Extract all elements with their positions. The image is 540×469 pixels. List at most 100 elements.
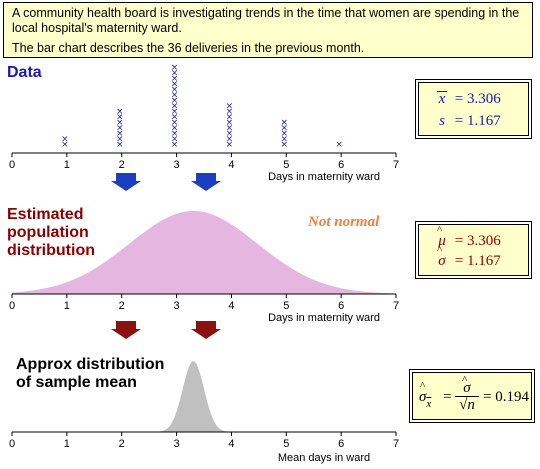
data-point-mark: × <box>281 124 289 134</box>
xbar-row: x = 3.306 <box>433 91 501 108</box>
data-point-mark: × <box>116 135 124 145</box>
se-denominator: √n <box>459 397 475 413</box>
data-point-mark: × <box>61 135 69 145</box>
population-estimates-box: ^ μ = 3.306 ^ σ = 1.167 <box>415 221 532 279</box>
mean-axis-tick-label: 2 <box>119 438 125 450</box>
data-point-mark: × <box>281 118 289 128</box>
se-value: = 0.194 <box>483 389 529 405</box>
data-point-mark: × <box>171 118 179 128</box>
sigma-hat-symbol: ^ σ <box>437 244 446 269</box>
data-point-mark: × <box>226 118 234 128</box>
data-axis-tick-label: 6 <box>338 159 344 171</box>
population-title-line-3: distribution <box>7 242 95 259</box>
data-point-mark: × <box>226 124 234 134</box>
data-axis: 0 1 2 3 4 5 6 7 <box>9 152 399 171</box>
population-axis-tick-label: 7 <box>393 300 399 312</box>
population-axis-tick-label: 2 <box>119 300 125 312</box>
mean-title-line-1: Approx distribution <box>16 356 165 373</box>
s-symbol: s <box>439 113 445 129</box>
data-point-mark: × <box>171 107 179 117</box>
population-axis-tick-label: 4 <box>228 300 234 312</box>
mu-hat-value: = 3.306 <box>454 233 501 249</box>
data-point-mark: × <box>226 129 234 139</box>
data-point-mark: × <box>281 140 289 150</box>
data-point-mark: × <box>171 102 179 112</box>
se-lhs: ^ σx <box>419 380 432 410</box>
blue-arrows <box>111 173 221 191</box>
down-arrow-icon <box>191 321 221 339</box>
se-subscript: x <box>426 398 432 410</box>
population-curve <box>12 211 396 294</box>
population-title-line-1: Estimated <box>7 206 84 223</box>
mean-axis-tick-label: 6 <box>338 438 344 450</box>
data-point-mark: × <box>171 135 179 145</box>
population-axis-tick-label: 1 <box>64 300 70 312</box>
population-title-line-2: population <box>7 224 89 241</box>
data-point-mark: × <box>171 96 179 106</box>
data-axis-tick-label: 7 <box>393 159 399 171</box>
s-value: = 1.167 <box>454 113 501 129</box>
data-point-mark: × <box>171 63 179 73</box>
data-point-mark: × <box>281 129 289 139</box>
s-row: s = 1.167 <box>433 113 501 130</box>
data-axis-tick-label: 1 <box>64 159 70 171</box>
data-point-mark: × <box>171 85 179 95</box>
intro-text-box: A community health board is investigatin… <box>3 2 533 58</box>
mean-axis: 0 1 2 3 4 5 6 7 <box>9 431 399 450</box>
population-axis-label: Days in maternity ward <box>268 312 380 324</box>
mean-axis-tick-label: 5 <box>283 438 289 450</box>
mean-axis-tick-label: 4 <box>228 438 234 450</box>
data-point-mark: × <box>171 80 179 90</box>
data-point-mark: × <box>171 74 179 84</box>
population-section-title: Estimated population distribution <box>7 206 95 260</box>
se-numerator: σ <box>455 375 479 397</box>
data-point-mark: × <box>116 129 124 139</box>
population-axis-tick-label: 5 <box>283 300 289 312</box>
mean-axis-label: Mean days in ward <box>278 452 370 464</box>
mu-hat-row: ^ μ = 3.306 <box>433 224 501 250</box>
data-axis-tick-label: 2 <box>119 159 125 171</box>
intro-line-1: A community health board is investigatin… <box>12 6 520 35</box>
sigma-hat-value: = 1.167 <box>454 253 501 269</box>
mean-axis-tick-label: 0 <box>9 438 15 450</box>
data-point-mark: × <box>171 113 179 123</box>
mean-section-title: Approx distribution of sample mean <box>16 356 164 392</box>
data-point-mark: × <box>116 124 124 134</box>
data-point-mark: × <box>226 140 234 150</box>
data-dotplot: ×××××××××××××××××××××××××××××××××××××× <box>61 63 343 150</box>
down-arrow-icon <box>191 173 221 191</box>
red-arrows <box>111 321 221 339</box>
data-point-mark: × <box>171 124 179 134</box>
sample-stats-box: x = 3.306 s = 1.167 <box>415 79 532 139</box>
population-axis-tick-label: 3 <box>174 300 180 312</box>
se-fraction: ^ σ √n <box>455 374 479 414</box>
data-point-mark: × <box>226 102 234 112</box>
intro-line-2: The bar chart describes the 36 deliverie… <box>12 41 365 55</box>
data-point-mark: × <box>171 69 179 79</box>
down-arrow-icon <box>111 321 141 339</box>
data-point-mark: × <box>116 107 124 117</box>
mean-axis-tick-label: 1 <box>64 438 70 450</box>
not-normal-annotation: Not normal <box>308 214 380 230</box>
sigma-hat-row: ^ σ = 1.167 <box>433 244 501 270</box>
population-axis-tick-label: 6 <box>338 300 344 312</box>
data-point-mark: × <box>226 113 234 123</box>
data-point-mark: × <box>116 140 124 150</box>
data-point-mark: × <box>281 135 289 145</box>
xbar-value: = 3.306 <box>454 91 501 107</box>
data-point-mark: × <box>61 140 69 150</box>
data-point-mark: × <box>171 140 179 150</box>
data-axis-tick-label: 5 <box>283 159 289 171</box>
data-axis-label: Days in maternity ward <box>268 171 380 183</box>
population-axis: 0 1 2 3 4 5 6 7 <box>9 293 399 312</box>
data-axis-tick-label: 3 <box>174 159 180 171</box>
down-arrow-icon <box>111 173 141 191</box>
data-point-mark: × <box>226 135 234 145</box>
xbar-symbol: x <box>437 91 447 107</box>
mean-axis-tick-label: 7 <box>393 438 399 450</box>
data-section-title: Data <box>7 64 42 81</box>
mean-axis-tick-label: 3 <box>174 438 180 450</box>
standard-error-box: ^ σx = ^ σ √n = 0.194 <box>409 369 535 423</box>
mean-title-line-2: of sample mean <box>16 374 137 391</box>
